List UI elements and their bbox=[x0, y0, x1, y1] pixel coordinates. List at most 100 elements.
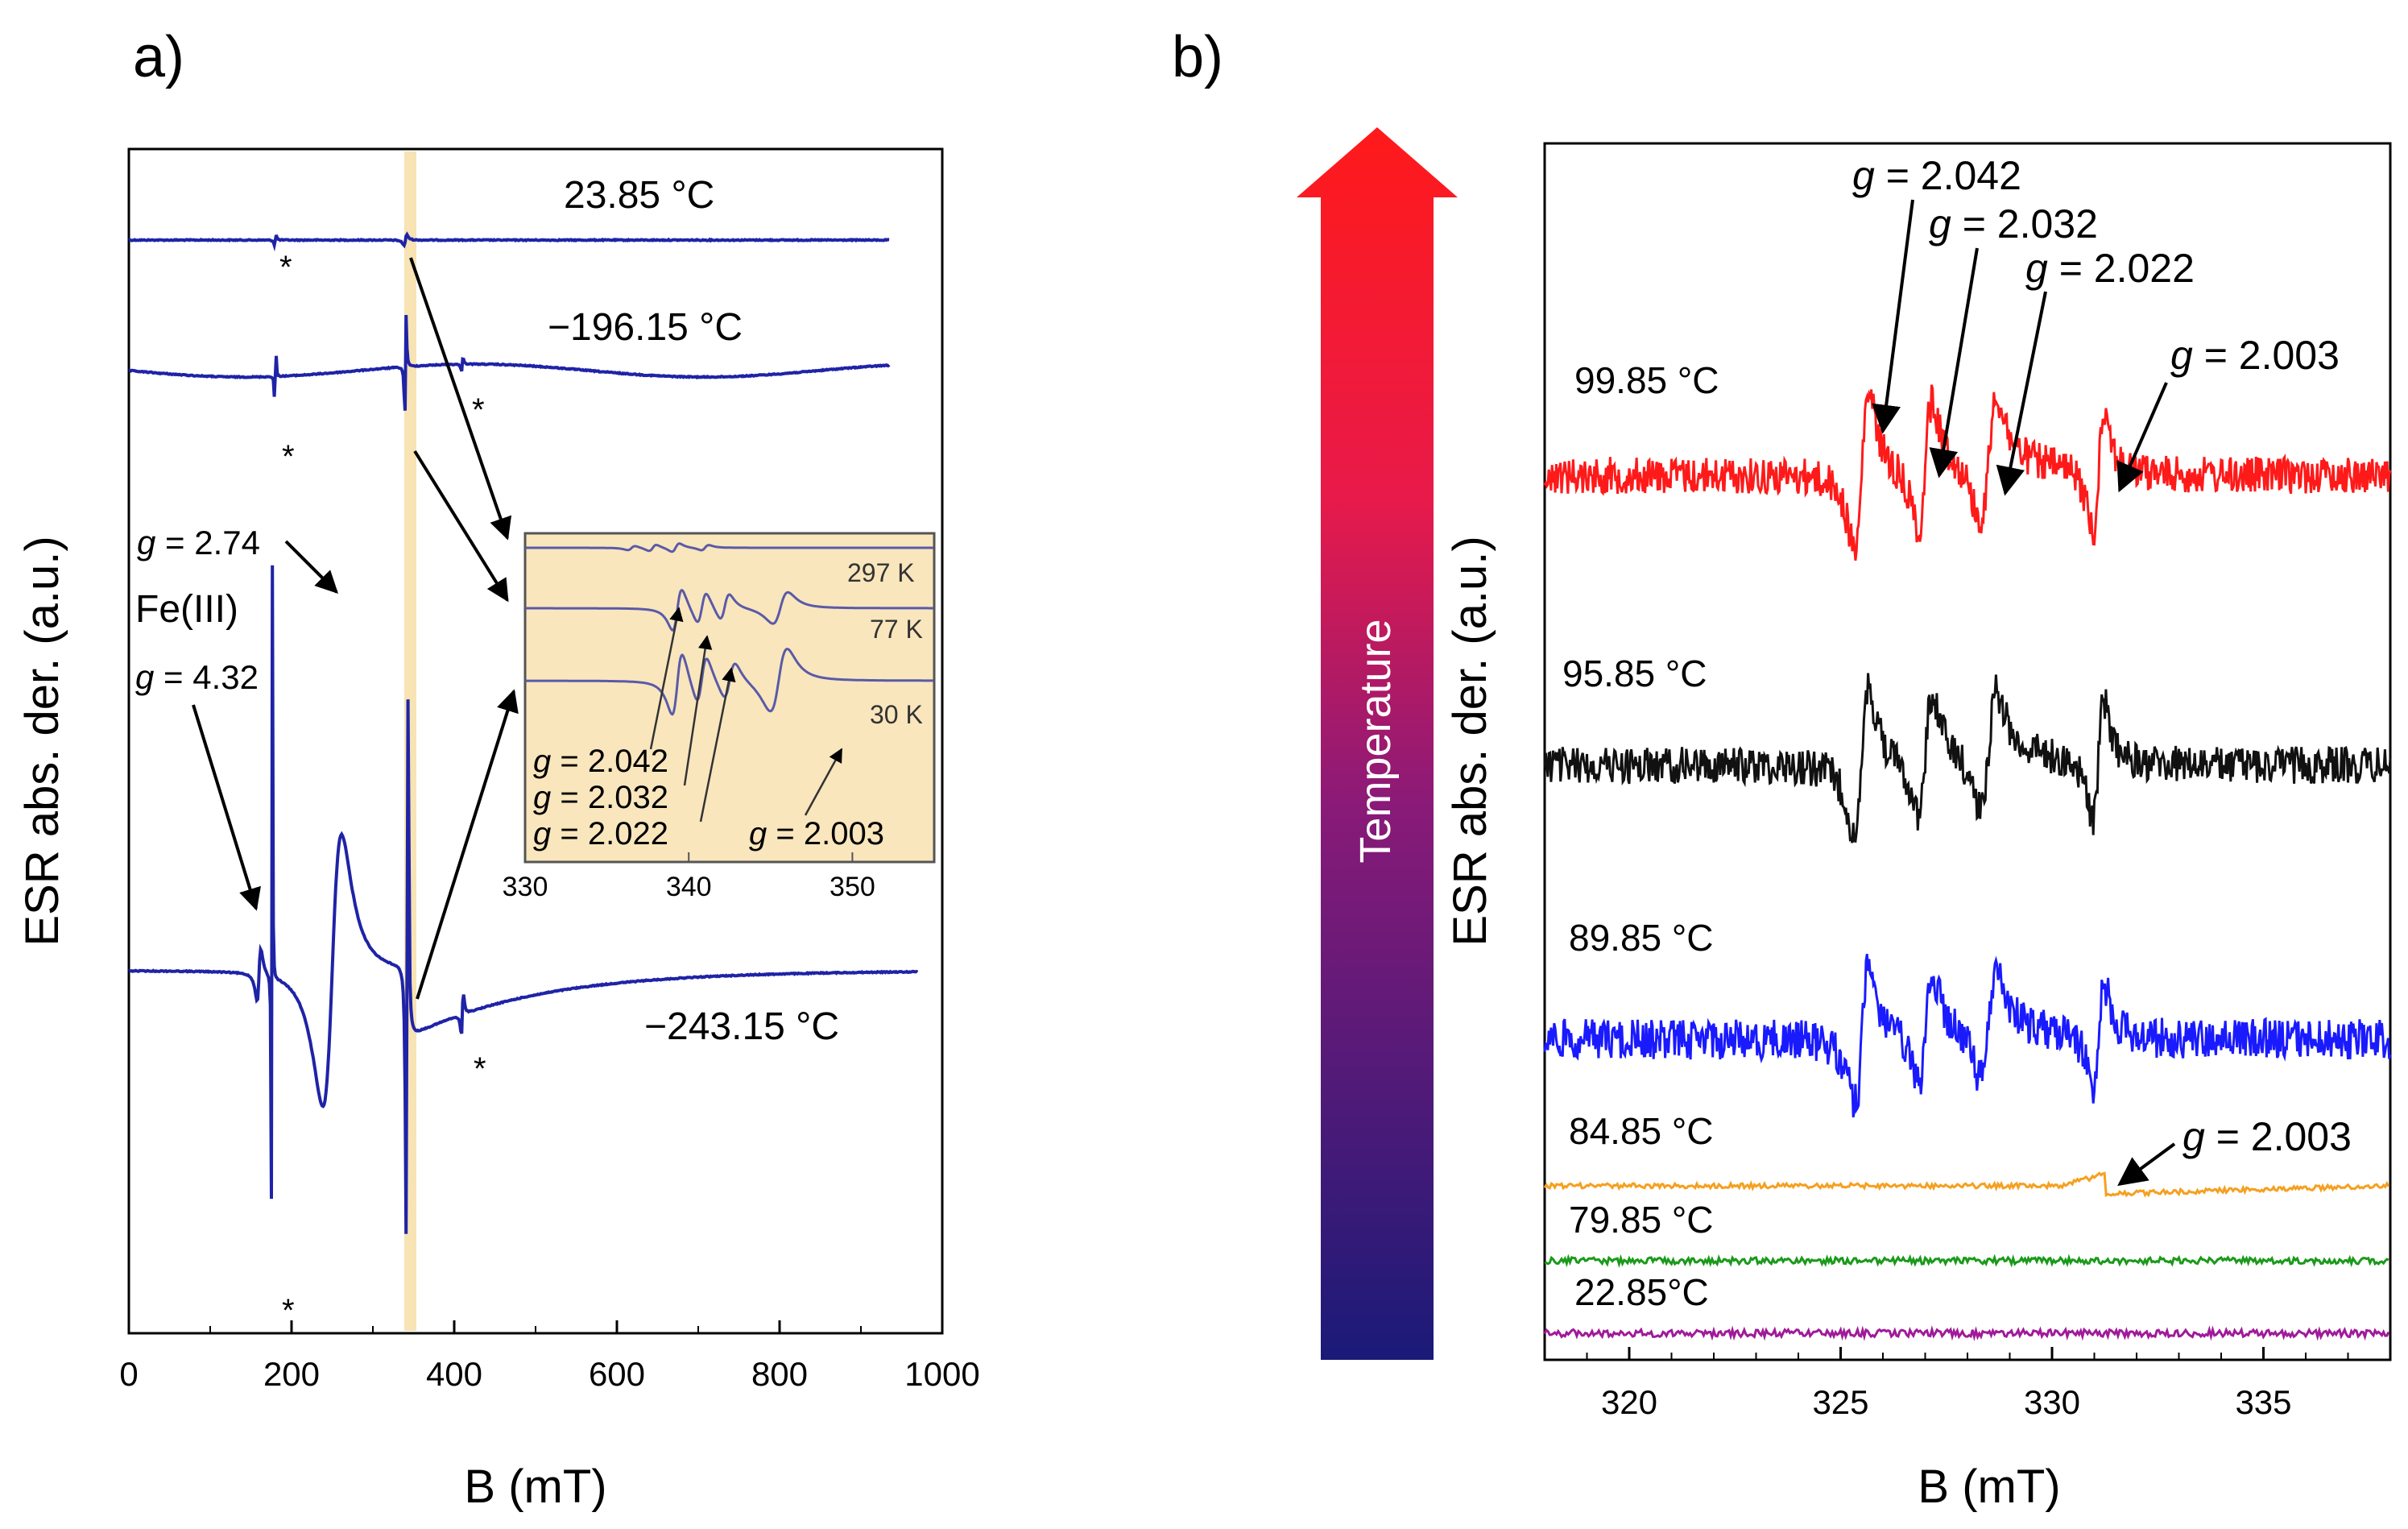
panel-b-trace-label-84-85: 84.85 °C bbox=[1569, 1110, 1714, 1152]
panel-b-g-2-032: g = 2.032 bbox=[1929, 201, 2098, 247]
g-value: = 2.74 bbox=[155, 524, 260, 561]
panel-a-trace-minus-196-15 bbox=[128, 314, 891, 411]
x-tick-label-b: 335 bbox=[2235, 1383, 2291, 1421]
arrow-to-inset-30k bbox=[416, 689, 519, 1000]
x-tick-label-b: 330 bbox=[2024, 1383, 2080, 1421]
panel-b-trace-95-85 bbox=[1543, 673, 2392, 843]
g-value: = 2.042 bbox=[551, 744, 668, 779]
g-value: = 2.042 bbox=[1875, 153, 2021, 198]
panel-a-star-5: * bbox=[282, 1293, 295, 1328]
inset-g-2-003: g = 2.003 bbox=[749, 816, 884, 852]
panel-b-trace-label-89-85: 89.85 °C bbox=[1569, 917, 1714, 959]
g-italic: g bbox=[137, 524, 155, 561]
x-tick-label-a: 200 bbox=[263, 1355, 320, 1393]
panel-b-trace-79-85 bbox=[1544, 1253, 2389, 1269]
inset: 297 K 77 K 30 K g = 2.042 g = 2.032 g = … bbox=[503, 532, 936, 902]
panel-b-arrow-4 bbox=[2116, 382, 2168, 493]
inset-g-2-032: g = 2.032 bbox=[533, 780, 668, 815]
g-value: = 2.003 bbox=[767, 816, 884, 852]
panel-a-star-2: * bbox=[282, 439, 295, 474]
panel-b-arrow-5 bbox=[2117, 1142, 2176, 1187]
panel-b-label: b) bbox=[1172, 25, 1223, 89]
panel-a-xlabel: B (mT) bbox=[464, 1461, 606, 1513]
panel-a-star-1: * bbox=[279, 250, 292, 285]
panel-b-ylabel: ESR abs. der. (a.u.) bbox=[1444, 536, 1496, 946]
inset-g-2-022: g = 2.022 bbox=[533, 816, 668, 852]
g-value: = 4.32 bbox=[154, 658, 259, 696]
inset-x-tick-label: 340 bbox=[666, 872, 712, 902]
temperature-arrow bbox=[1297, 127, 1458, 1360]
inset-x-tick-label: 350 bbox=[830, 872, 875, 902]
inset-g-2-042: g = 2.042 bbox=[533, 744, 668, 779]
panel-a-star-3: * bbox=[472, 392, 485, 428]
arrow-to-inset-77k bbox=[413, 450, 509, 603]
panel-a-star-4: * bbox=[474, 1051, 486, 1087]
g-italic: g bbox=[1929, 201, 1951, 247]
g-italic: g bbox=[135, 658, 154, 696]
panel-b-trace-99-85 bbox=[1543, 384, 2392, 561]
g-italic: g bbox=[2170, 333, 2193, 378]
panel-b-trace-label-79-85: 79.85 °C bbox=[1569, 1199, 1714, 1241]
g-italic: g bbox=[1852, 153, 1875, 198]
inset-frame bbox=[523, 532, 936, 864]
panel-b-trace-label-22-85: 22.85°C bbox=[1574, 1271, 1709, 1313]
panel-b-g-2-003-bottom: g = 2.003 bbox=[2183, 1114, 2352, 1159]
inset-trace-297k bbox=[525, 542, 933, 553]
g-italic: g bbox=[749, 816, 767, 852]
g-value: = 2.003 bbox=[2193, 333, 2340, 378]
panel-a-trace-23-85 bbox=[128, 231, 890, 252]
inset-arrow-3 bbox=[699, 667, 736, 823]
panel-b-frame bbox=[1543, 142, 2392, 1361]
inset-label-297k: 297 K bbox=[847, 558, 915, 587]
x-tick-label-b: 325 bbox=[1812, 1383, 1868, 1421]
g-value: = 2.022 bbox=[2048, 246, 2195, 291]
g-value: = 2.032 bbox=[1951, 201, 2098, 247]
panel-b-g-2-003-top: g = 2.003 bbox=[2170, 333, 2340, 378]
panel-a-label: a) bbox=[133, 25, 184, 89]
panel-b-arrow-3 bbox=[1996, 291, 2047, 496]
panel-b-x-axis: 320 325 330 335 bbox=[1544, 1347, 2391, 1421]
arrow-g-4-32 bbox=[192, 704, 261, 911]
panel-b-trace-89-85 bbox=[1543, 953, 2392, 1118]
x-tick-label-a: 800 bbox=[751, 1355, 808, 1393]
panel-a-trace-label-2: −196.15 °C bbox=[548, 306, 743, 349]
panel-b-trace-label-95-85: 95.85 °C bbox=[1562, 653, 1707, 694]
x-tick-label-a: 600 bbox=[589, 1355, 645, 1393]
g-italic: g bbox=[533, 780, 551, 815]
x-tick-label-a: 400 bbox=[426, 1355, 482, 1393]
panel-a-ylabel: ESR abs. der. (a.u.) bbox=[16, 536, 68, 946]
g-value: = 2.032 bbox=[551, 780, 668, 815]
g-italic: g bbox=[533, 744, 551, 779]
g-italic: g bbox=[533, 816, 551, 852]
panel-a-trace-minus-243-15 bbox=[128, 565, 919, 1234]
panel-b-trace-22-85 bbox=[1543, 1325, 2390, 1342]
panel-a-x-axis: 0 200 400 600 800 1000 bbox=[119, 1320, 980, 1393]
x-tick-label-a: 0 bbox=[119, 1355, 138, 1393]
x-tick-label-a: 1000 bbox=[904, 1355, 979, 1393]
x-tick-label-b: 320 bbox=[1601, 1383, 1657, 1421]
panel-a-trace-label-3: −243.15 °C bbox=[644, 1005, 839, 1048]
panel-b-trace-label-99-85: 99.85 °C bbox=[1574, 359, 1719, 401]
panel-b-trace-84-85 bbox=[1543, 1171, 2390, 1198]
inset-label-77k: 77 K bbox=[870, 615, 923, 644]
inset-x-axis: 330 340 350 bbox=[503, 852, 875, 902]
inset-arrow-4 bbox=[804, 748, 843, 816]
inset-trace-77k bbox=[525, 589, 933, 632]
panel-a-trace-label-1: 23.85 °C bbox=[564, 174, 714, 217]
arrow-to-inset-297k bbox=[409, 257, 512, 541]
g-italic: g bbox=[2183, 1114, 2205, 1159]
g-italic: g bbox=[2025, 246, 2048, 291]
arrow-g-2-74 bbox=[284, 540, 338, 594]
annotation-g-4-32: g = 4.32 bbox=[135, 658, 259, 696]
panel-b-g-2-042: g = 2.042 bbox=[1852, 153, 2021, 198]
annotation-fe-iii: Fe(III) bbox=[135, 588, 238, 631]
temperature-label: Temperature bbox=[1351, 619, 1400, 863]
inset-x-tick-label: 330 bbox=[503, 872, 548, 902]
panel-b-xlabel: B (mT) bbox=[1918, 1461, 2060, 1513]
panel-b-arrow-1 bbox=[1872, 199, 1914, 434]
g-value: = 2.003 bbox=[2205, 1114, 2352, 1159]
inset-label-30k: 30 K bbox=[870, 700, 923, 729]
inset-arrow-1 bbox=[649, 607, 684, 750]
